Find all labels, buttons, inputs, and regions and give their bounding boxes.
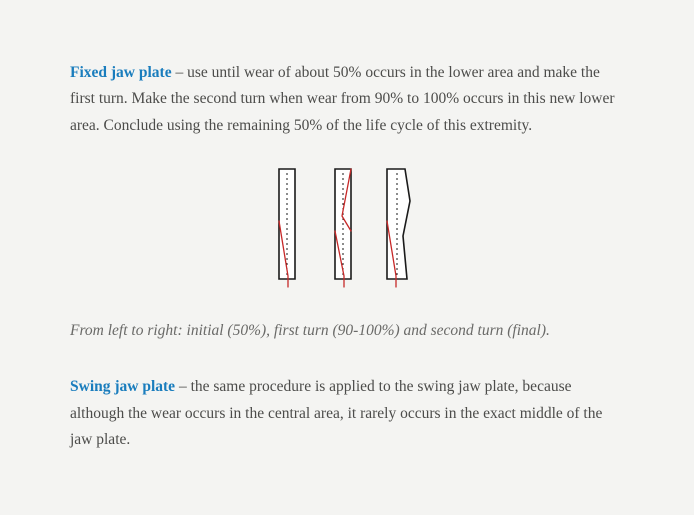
plate-initial-50 <box>279 169 295 287</box>
diagram-caption: From left to right: initial (50%), first… <box>70 318 624 344</box>
fixed-jaw-term: Fixed jaw plate <box>70 64 172 81</box>
plate-second-turn-final <box>387 169 410 287</box>
jaw-plate-diagram <box>70 161 624 296</box>
document-page: Fixed jaw plate – use until wear of abou… <box>0 0 694 515</box>
fixed-jaw-paragraph: Fixed jaw plate – use until wear of abou… <box>70 60 624 139</box>
plate-first-turn-90-100 <box>335 169 351 287</box>
swing-jaw-term: Swing jaw plate <box>70 378 175 395</box>
jaw-plate-svg <box>247 161 447 291</box>
swing-jaw-paragraph: Swing jaw plate – the same procedure is … <box>70 374 624 453</box>
